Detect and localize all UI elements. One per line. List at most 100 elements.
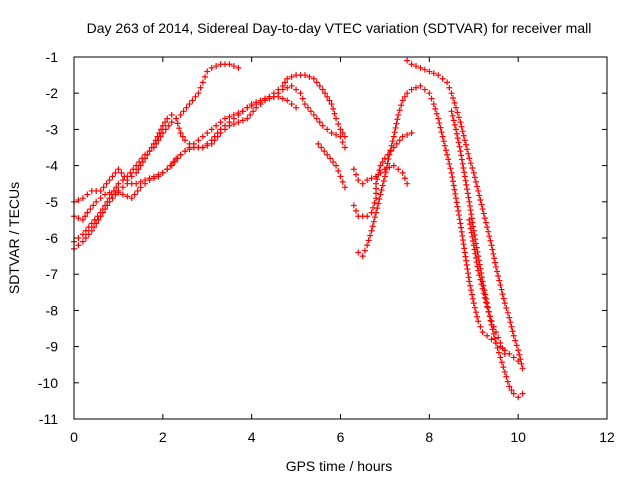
- data-point: [490, 250, 497, 257]
- data-point: [350, 202, 357, 209]
- data-point: [480, 210, 487, 217]
- data-point: [230, 111, 237, 118]
- data-point: [452, 104, 459, 111]
- data-point: [497, 282, 504, 289]
- data-point: [341, 133, 348, 140]
- data-point: [388, 142, 395, 149]
- data-point: [426, 90, 433, 97]
- data-point: [485, 308, 492, 315]
- data-point: [462, 253, 469, 260]
- data-point: [182, 148, 189, 155]
- data-point: [474, 313, 481, 320]
- data-point: [464, 190, 471, 197]
- data-point: [480, 290, 487, 297]
- data-point: [316, 82, 323, 89]
- y-tick-label: -1: [46, 49, 59, 65]
- data-point: [467, 207, 474, 214]
- data-point: [484, 332, 491, 339]
- data-point: [504, 378, 511, 385]
- data-point: [375, 171, 382, 178]
- data-point: [386, 151, 393, 158]
- data-point: [507, 319, 514, 326]
- data-point: [162, 126, 169, 133]
- data-point: [213, 63, 220, 70]
- data-point: [477, 323, 484, 330]
- series-track-k: [466, 216, 508, 357]
- data-point: [477, 196, 484, 203]
- data-point: [517, 356, 524, 363]
- data-point: [382, 169, 389, 176]
- data-point: [481, 215, 488, 222]
- y-tick-label: -4: [46, 158, 59, 174]
- data-point: [417, 82, 424, 89]
- data-point: [457, 119, 464, 126]
- data-point: [455, 114, 462, 121]
- data-point: [192, 93, 199, 100]
- data-point: [244, 115, 251, 122]
- data-point: [482, 219, 489, 226]
- data-point: [153, 140, 160, 147]
- data-point: [190, 140, 197, 147]
- data-point: [515, 394, 522, 401]
- data-point: [189, 97, 196, 104]
- data-point: [487, 237, 494, 244]
- data-point: [462, 177, 469, 184]
- data-point: [186, 144, 193, 151]
- data-point: [501, 300, 508, 307]
- data-point: [461, 169, 468, 176]
- data-point: [157, 133, 164, 140]
- x-tick-label: 12: [599, 429, 615, 445]
- data-point: [301, 72, 308, 79]
- x-tick-label: 4: [248, 429, 256, 445]
- data-point: [475, 187, 482, 194]
- data-point: [226, 113, 233, 120]
- data-point: [174, 155, 181, 162]
- data-point: [119, 184, 126, 191]
- data-point: [475, 267, 482, 274]
- data-point: [253, 99, 260, 106]
- data-point: [441, 142, 448, 149]
- y-tick-label: -3: [46, 121, 59, 137]
- x-tick-label: 0: [70, 429, 78, 445]
- data-point: [467, 282, 474, 289]
- plot-area: [71, 57, 526, 401]
- data-point: [281, 79, 288, 86]
- data-point: [217, 126, 224, 133]
- data-point: [435, 115, 442, 122]
- data-point: [391, 129, 398, 136]
- data-point: [180, 108, 187, 115]
- data-point: [328, 130, 335, 137]
- data-point: [482, 299, 489, 306]
- data-point: [235, 119, 242, 126]
- data-point: [137, 178, 144, 185]
- data-point: [401, 175, 408, 182]
- data-point: [379, 158, 386, 165]
- data-point: [275, 86, 282, 93]
- series-track-i: [404, 57, 526, 372]
- data-point: [472, 254, 479, 261]
- data-point: [321, 90, 328, 97]
- data-point: [404, 57, 411, 64]
- data-point: [222, 122, 229, 129]
- data-point: [496, 277, 503, 284]
- data-point: [452, 126, 459, 133]
- data-point: [208, 64, 215, 71]
- data-point: [106, 177, 113, 184]
- data-point: [468, 211, 475, 218]
- data-point: [474, 183, 481, 190]
- data-point: [214, 130, 221, 137]
- data-point: [498, 286, 505, 293]
- data-point: [510, 354, 517, 361]
- data-point: [396, 107, 403, 114]
- data-point: [398, 102, 405, 109]
- data-point: [478, 281, 485, 288]
- data-point: [469, 165, 476, 172]
- data-point: [306, 73, 313, 80]
- data-point: [319, 86, 326, 93]
- data-point: [501, 368, 508, 375]
- data-point: [426, 68, 433, 75]
- data-point: [503, 304, 510, 311]
- data-point: [327, 155, 334, 162]
- data-point: [247, 111, 254, 118]
- data-point: [457, 148, 464, 155]
